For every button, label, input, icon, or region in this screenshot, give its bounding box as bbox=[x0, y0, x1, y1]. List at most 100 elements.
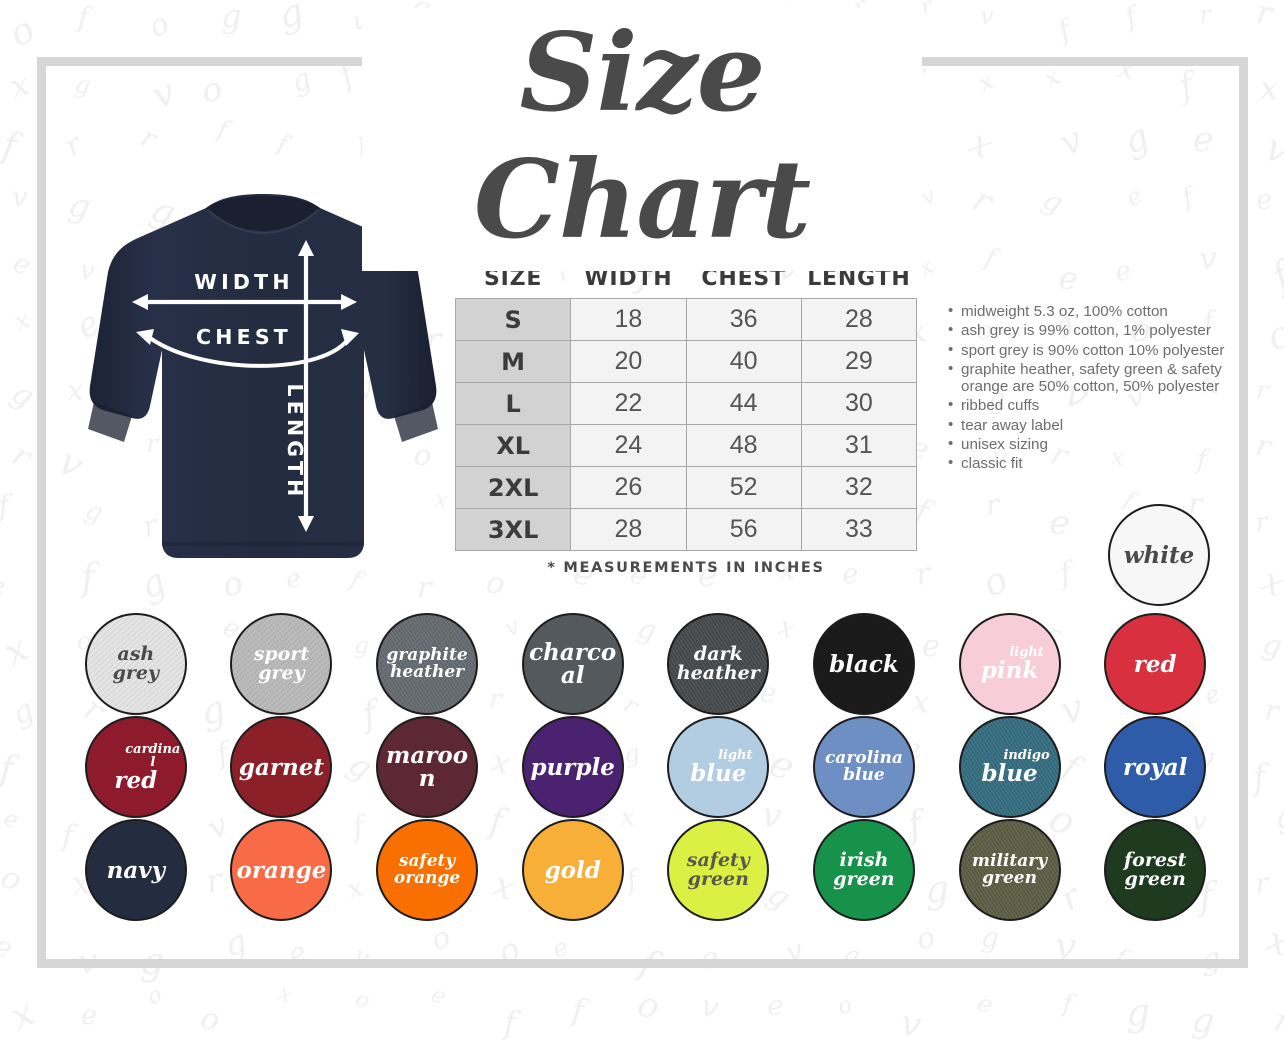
swatch-label: forest green bbox=[1123, 848, 1187, 890]
swatch-label: sport grey bbox=[253, 642, 310, 684]
watermark-glyph: o bbox=[2, 7, 42, 57]
watermark-glyph: g bbox=[1125, 989, 1151, 1034]
watermark-glyph: f bbox=[1264, 252, 1284, 299]
color-swatch-light-pink[interactable]: light pink bbox=[958, 613, 1061, 715]
watermark-glyph: r bbox=[1254, 0, 1275, 32]
watermark-glyph: v bbox=[696, 988, 722, 1027]
cell-length: 31 bbox=[800, 424, 918, 467]
watermark-glyph: g bbox=[1190, 999, 1217, 1042]
watermark-glyph: f bbox=[502, 1003, 517, 1043]
color-swatch-dark-heather[interactable]: dark heather bbox=[667, 613, 770, 715]
watermark-glyph: g bbox=[6, 691, 40, 733]
list-item: midweight 5.3 oz, 100% cotton bbox=[947, 302, 1237, 320]
shirt-chest-label: CHEST bbox=[196, 325, 292, 349]
watermark-glyph: o bbox=[0, 859, 28, 900]
watermark-glyph: r bbox=[1252, 505, 1270, 539]
watermark-glyph: v bbox=[897, 1003, 925, 1047]
table-row: L 22 44 30 bbox=[454, 382, 918, 425]
color-swatch-white[interactable]: white bbox=[1108, 504, 1210, 606]
swatch-label: ash grey bbox=[112, 642, 160, 684]
swatch-prefix-label: light bbox=[1009, 645, 1044, 660]
cell-size: M bbox=[454, 340, 572, 383]
color-swatch-red[interactable]: red bbox=[1104, 613, 1207, 715]
watermark-glyph: f bbox=[0, 123, 20, 169]
watermark-glyph: f bbox=[1053, 12, 1076, 48]
watermark-glyph: x bbox=[3, 990, 41, 1039]
swatch-label: black bbox=[829, 650, 899, 678]
watermark-glyph: v bbox=[978, 1, 995, 31]
color-swatch-orange[interactable]: orange bbox=[230, 819, 333, 921]
color-swatch-purple[interactable]: purple bbox=[521, 716, 624, 818]
cell-chest: 48 bbox=[685, 424, 802, 467]
color-swatch-military-green[interactable]: military green bbox=[958, 819, 1061, 921]
cell-width: 28 bbox=[570, 508, 687, 551]
swatch-label: red bbox=[114, 766, 158, 794]
swatch-prefix-label: light bbox=[718, 748, 753, 763]
color-swatch-carolina-blue[interactable]: carolina blue bbox=[812, 716, 915, 818]
watermark-glyph: r bbox=[6, 436, 37, 475]
size-table-header-row: SIZE WIDTH CHEST LENGTH bbox=[456, 266, 917, 299]
list-item: tear away label bbox=[947, 416, 1237, 434]
swatch-label: royal bbox=[1122, 753, 1188, 781]
color-swatch-maroon[interactable]: maroon bbox=[376, 716, 479, 818]
cell-chest: 36 bbox=[685, 298, 802, 341]
color-swatch-grid: ash grey sport grey graphite heather charcoal d… bbox=[63, 613, 1228, 921]
cell-width: 24 bbox=[570, 424, 687, 467]
cell-length: 32 bbox=[800, 466, 918, 509]
cell-width: 22 bbox=[570, 382, 687, 425]
watermark-glyph: x bbox=[1261, 918, 1284, 964]
cell-size: 3XL bbox=[454, 508, 572, 551]
table-row: S 18 36 28 bbox=[454, 298, 918, 341]
watermark-glyph: g bbox=[1271, 798, 1284, 836]
color-swatch-indigo-blue[interactable]: indigo blue bbox=[958, 716, 1061, 818]
color-swatch-graphite-heather[interactable]: graphite heather bbox=[376, 613, 479, 715]
watermark-glyph: g bbox=[220, 0, 243, 36]
cell-width: 26 bbox=[570, 466, 687, 509]
cell-length: 33 bbox=[800, 508, 918, 551]
watermark-glyph: o bbox=[352, 985, 374, 1015]
shirt-illustration: WIDTH CHEST LENGTH bbox=[88, 190, 438, 575]
color-swatch-garnet[interactable]: garnet bbox=[230, 716, 333, 818]
color-swatch-charcoal[interactable]: charcoal bbox=[521, 613, 624, 715]
shirt-width-label: WIDTH bbox=[194, 270, 293, 294]
color-swatch-black[interactable]: black bbox=[812, 613, 915, 715]
watermark-glyph: r bbox=[1262, 693, 1280, 728]
cell-width: 18 bbox=[570, 298, 687, 341]
swatch-label: navy bbox=[106, 856, 165, 884]
cell-length: 29 bbox=[800, 340, 918, 383]
watermark-glyph: e bbox=[766, 989, 785, 1023]
color-swatch-safety-green[interactable]: safety green bbox=[667, 819, 770, 921]
watermark-glyph: r bbox=[1253, 866, 1271, 902]
color-swatch-irish-green[interactable]: irish green bbox=[812, 819, 915, 921]
color-swatch-white[interactable]: white bbox=[1108, 504, 1210, 606]
table-row: 3XL 28 56 33 bbox=[454, 508, 918, 551]
swatch-label: graphite heather bbox=[386, 644, 468, 682]
swatch-label: white bbox=[1123, 541, 1195, 569]
swatch-label: pink bbox=[980, 657, 1039, 684]
watermark-glyph: g bbox=[5, 374, 40, 416]
color-swatch-royal[interactable]: royal bbox=[1104, 716, 1207, 818]
header-size: SIZE bbox=[484, 266, 543, 291]
swatch-label: safety green bbox=[686, 848, 750, 890]
color-swatch-cardinal-red[interactable]: cardinal red bbox=[84, 716, 187, 818]
color-swatch-safety-orange[interactable]: safety orange bbox=[376, 819, 479, 921]
color-swatch-ash-grey[interactable]: ash grey bbox=[84, 613, 187, 715]
cell-size: S bbox=[454, 298, 572, 341]
swatch-prefix-label: indigo bbox=[1003, 748, 1050, 763]
swatch-label: maroon bbox=[386, 742, 469, 792]
swatch-label: military green bbox=[972, 850, 1048, 888]
watermark-glyph: g bbox=[1259, 626, 1284, 664]
color-swatch-navy[interactable]: navy bbox=[84, 819, 187, 921]
watermark-glyph: f bbox=[1120, 1, 1141, 34]
color-swatch-light-blue[interactable]: light blue bbox=[667, 716, 770, 818]
color-swatch-gold[interactable]: gold bbox=[521, 819, 624, 921]
color-swatch-sport-grey[interactable]: sport grey bbox=[230, 613, 333, 715]
list-item: ribbed cuffs bbox=[947, 396, 1237, 414]
watermark-glyph: x bbox=[5, 66, 34, 107]
watermark-glyph: e bbox=[0, 571, 5, 601]
watermark-glyph: e bbox=[80, 999, 98, 1032]
color-swatch-forest-green[interactable]: forest green bbox=[1104, 819, 1207, 921]
watermark-glyph: o bbox=[142, 981, 167, 1011]
header-length: LENGTH bbox=[807, 266, 911, 291]
cell-width: 20 bbox=[570, 340, 687, 383]
